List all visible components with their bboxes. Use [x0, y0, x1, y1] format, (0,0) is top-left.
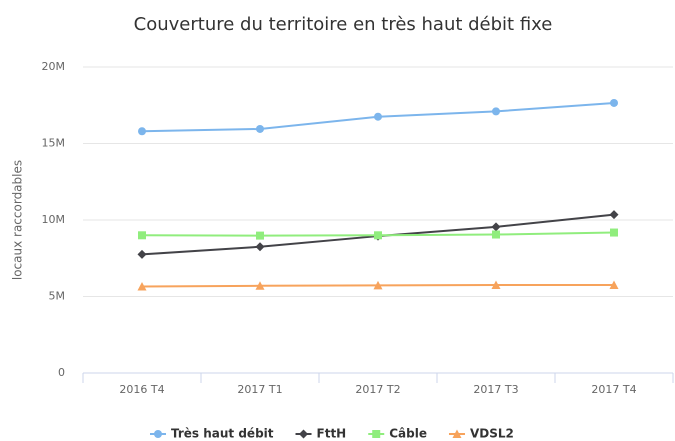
data-point: [610, 98, 618, 107]
y-tick-label: 20M: [42, 60, 66, 73]
data-point: [491, 222, 501, 232]
x-tick-label: 2017 T1: [237, 383, 282, 396]
y-tick-label: 10M: [42, 213, 66, 226]
x-tick-label: 2017 T2: [355, 383, 400, 396]
x-tick-label: 2016 T4: [119, 383, 164, 396]
data-point: [256, 124, 264, 133]
legend-label: FttH: [317, 427, 347, 441]
data-point: [374, 112, 382, 121]
data-point: [138, 127, 146, 136]
y-axis-title: locaux raccordables: [11, 160, 25, 280]
data-point: [138, 231, 146, 240]
data-point: [255, 281, 265, 290]
data-point: [373, 280, 383, 290]
data-point: [255, 242, 265, 252]
data-point: [256, 231, 264, 240]
legend-label: Câble: [389, 427, 427, 441]
legend-symbol: [299, 429, 309, 439]
data-point: [609, 280, 619, 290]
x-tick-label: 2017 T4: [591, 383, 636, 396]
chart-title: Couverture du territoire en très haut dé…: [134, 14, 553, 35]
legend-label: VDSL2: [470, 427, 514, 441]
legend-symbol: [452, 429, 462, 438]
data-point: [137, 282, 147, 291]
data-point: [609, 210, 619, 220]
data-point: [492, 230, 500, 239]
y-tick-label: 15M: [42, 137, 66, 150]
x-tick-label: 2017 T3: [473, 383, 518, 396]
legend-label: Très haut débit: [171, 427, 274, 441]
y-tick-label: 5M: [49, 290, 66, 303]
data-point: [137, 249, 147, 259]
data-point: [374, 231, 382, 240]
data-point: [610, 228, 618, 237]
legend-symbol: [154, 430, 162, 438]
y-tick-label: 0: [58, 366, 65, 379]
data-point: [491, 280, 501, 290]
data-point: [492, 107, 500, 116]
legend-symbol: [372, 430, 381, 438]
